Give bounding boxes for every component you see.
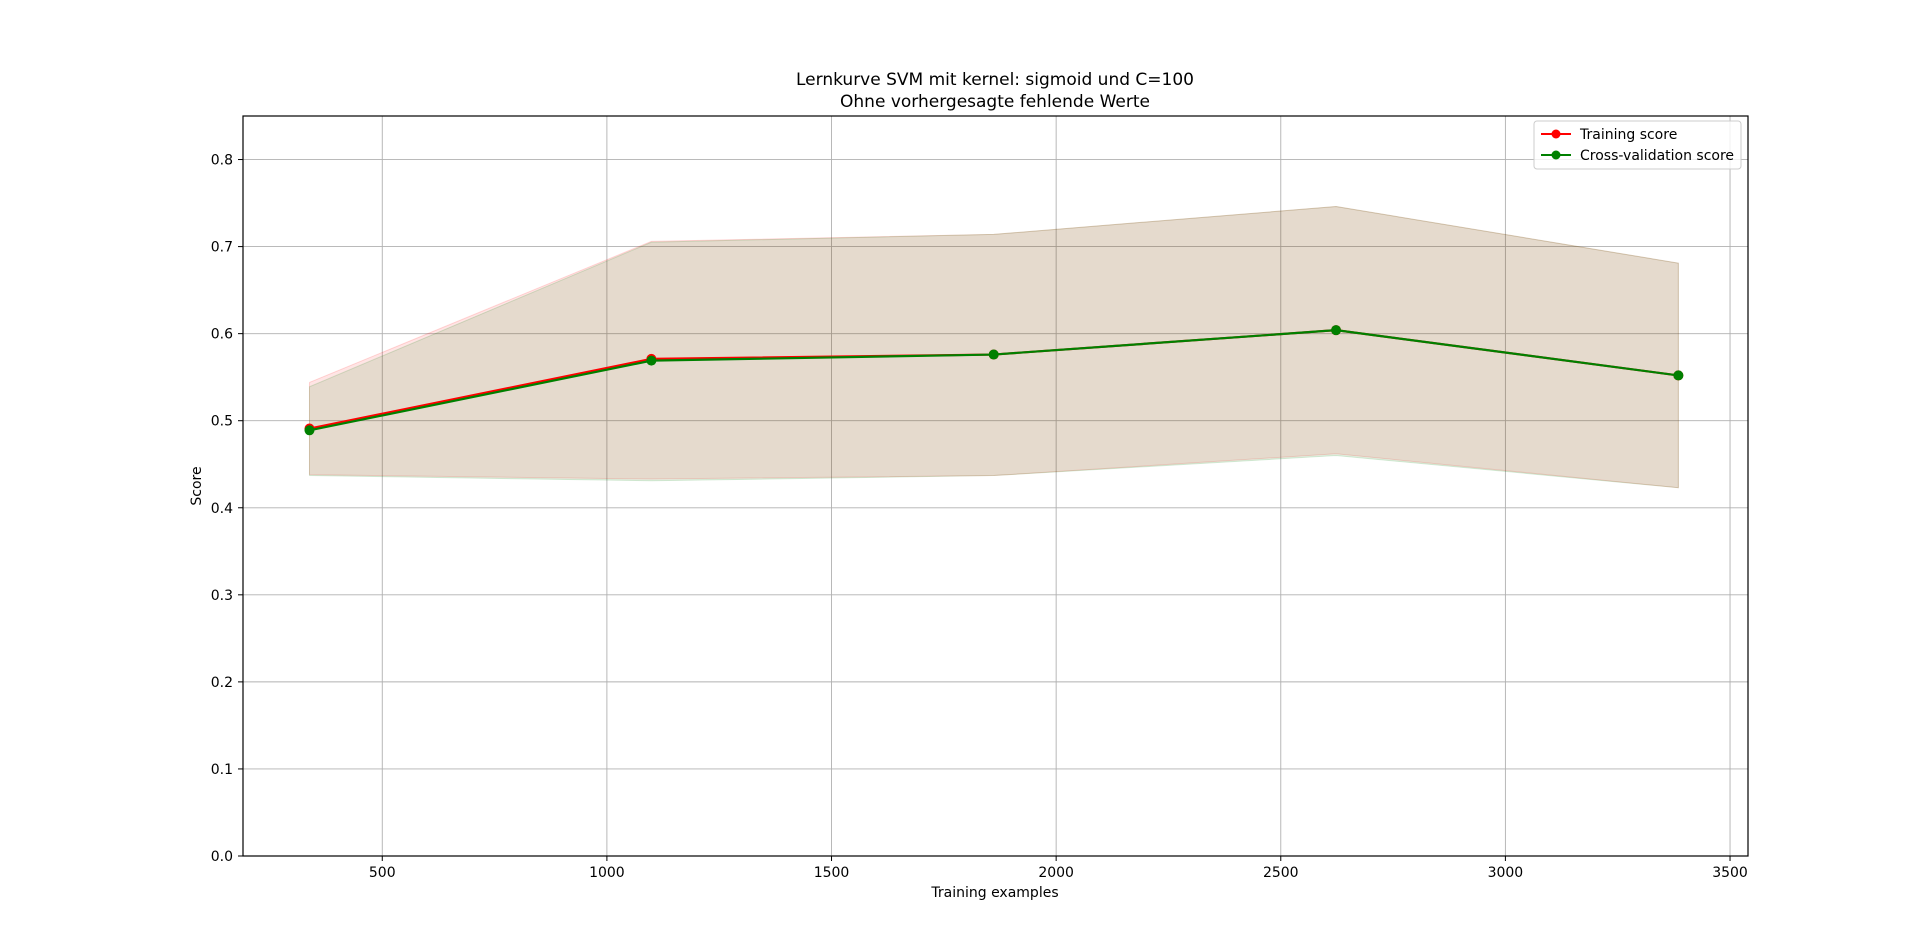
y-tick-label: 0.4 bbox=[211, 501, 233, 517]
x-tick-label: 3500 bbox=[1712, 865, 1748, 881]
point-cv bbox=[304, 425, 315, 436]
y-tick-label: 0.5 bbox=[211, 414, 233, 430]
point-cv bbox=[1331, 325, 1342, 336]
x-tick-label: 2500 bbox=[1263, 865, 1299, 881]
x-tick-label: 1500 bbox=[814, 865, 850, 881]
chart-title: Lernkurve SVM mit kernel: sigmoid und C=… bbox=[796, 70, 1194, 90]
point-cv bbox=[646, 355, 657, 366]
chart-subtitle: Ohne vorhergesagte fehlende Werte bbox=[840, 92, 1150, 112]
band-cv bbox=[308, 206, 1679, 489]
legend-label-cv: Cross-validation score bbox=[1580, 148, 1734, 164]
y-tick-label: 0.3 bbox=[211, 588, 233, 604]
legend-marker-cv bbox=[1551, 150, 1561, 160]
grid bbox=[243, 116, 1748, 857]
legend-label-training: Training score bbox=[1579, 127, 1677, 143]
x-axis-label: Training examples bbox=[930, 885, 1058, 901]
legend-marker-training bbox=[1551, 129, 1561, 139]
y-axis-label: Score bbox=[189, 466, 205, 505]
score-bands bbox=[308, 206, 1679, 489]
plot-frame bbox=[242, 115, 1749, 857]
y-tick-label: 0.1 bbox=[211, 762, 233, 778]
x-tick-label: 1000 bbox=[589, 865, 625, 881]
axis-ticks: 500 1000 1500 2000 2500 3000 3500 0.0 0.1 0.2 0.3 0… bbox=[211, 153, 1748, 881]
y-tick-label: 0.6 bbox=[211, 327, 233, 343]
band-training bbox=[308, 206, 1679, 489]
y-tick-label: 0.2 bbox=[211, 675, 233, 691]
point-cv bbox=[988, 349, 999, 360]
legend: Training score Cross-validation score bbox=[1533, 120, 1742, 170]
y-tick-label: 0.0 bbox=[211, 849, 233, 865]
legend-box bbox=[1533, 120, 1742, 170]
y-tick-label: 0.8 bbox=[211, 153, 233, 169]
score-lines bbox=[304, 325, 1684, 436]
x-tick-label: 500 bbox=[369, 865, 396, 881]
y-tick-label: 0.7 bbox=[211, 240, 233, 256]
x-tick-label: 2000 bbox=[1038, 865, 1074, 881]
x-tick-label: 3000 bbox=[1488, 865, 1524, 881]
point-cv bbox=[1673, 370, 1684, 381]
